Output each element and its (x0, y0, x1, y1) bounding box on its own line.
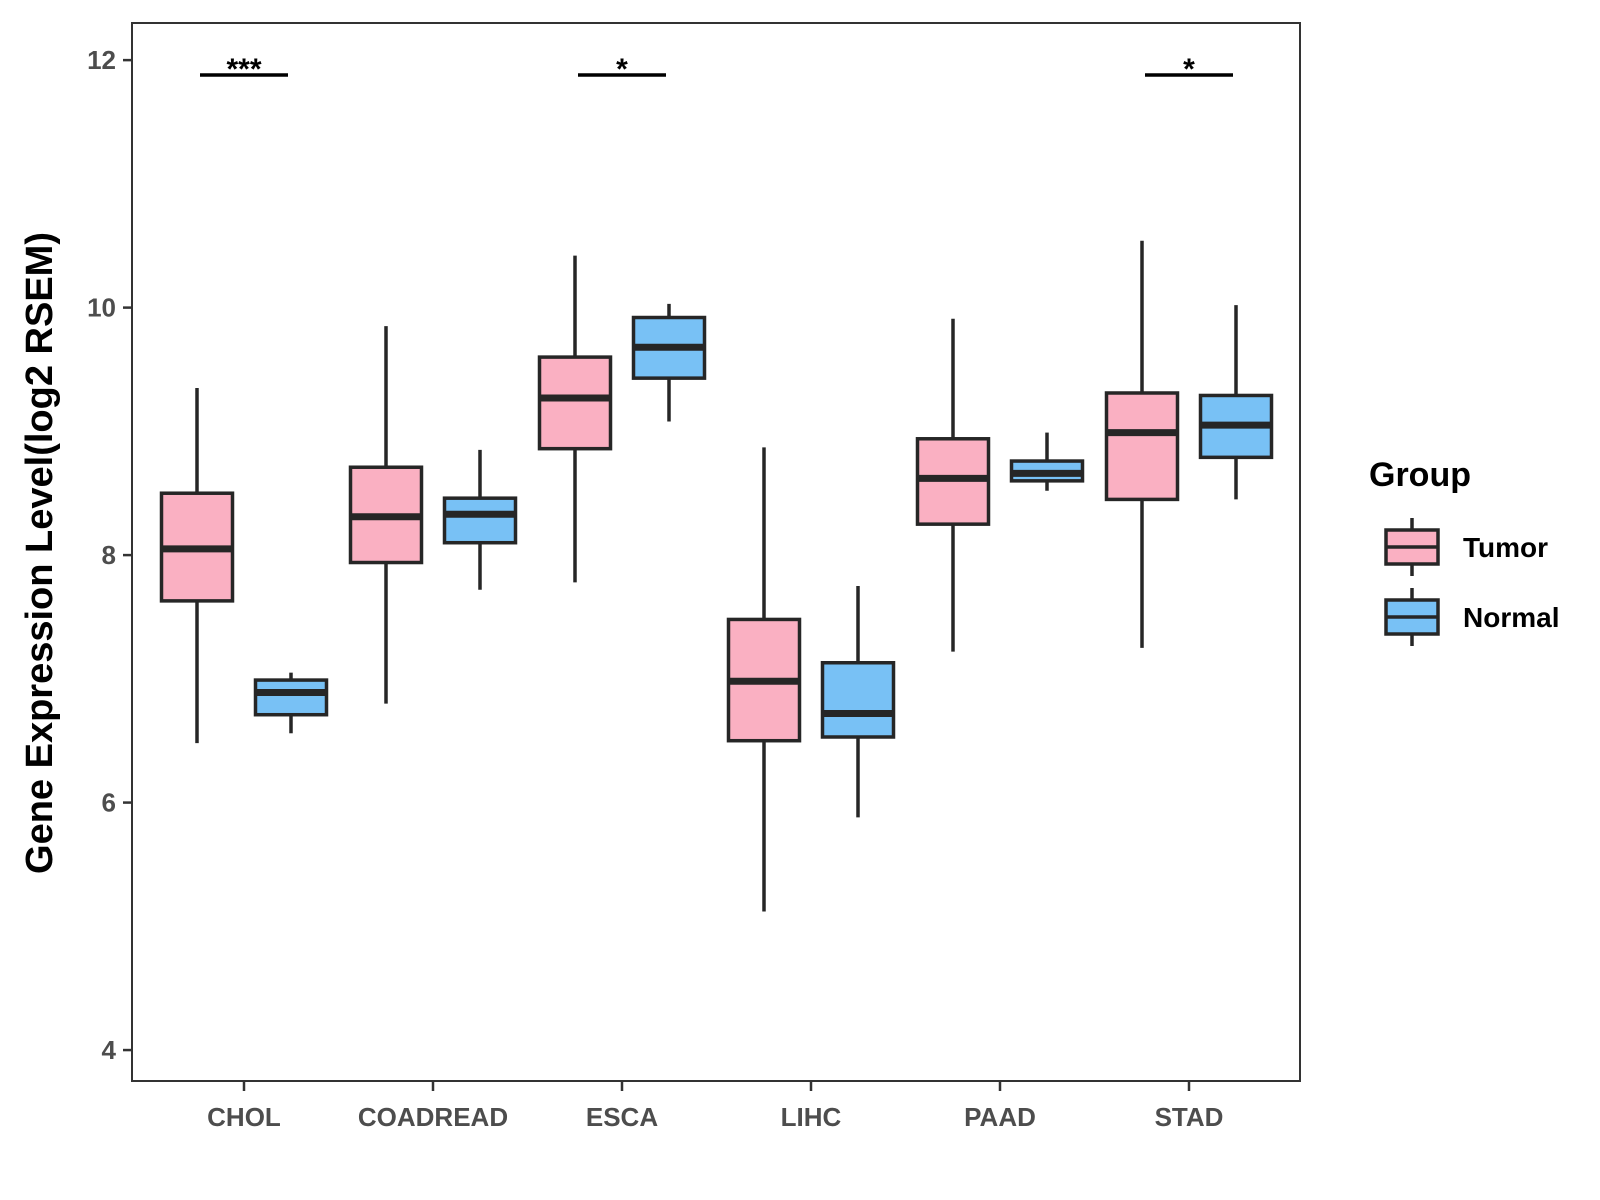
legend-key-normal (1384, 588, 1440, 646)
box-tumor-paad (915, 318, 991, 652)
x-tick-label: STAD (1155, 1102, 1224, 1132)
significance-label: * (1183, 53, 1195, 86)
y-tick-label: 4 (102, 1035, 117, 1065)
box-body (537, 355, 613, 451)
box-body (253, 678, 329, 717)
box-body (442, 496, 518, 545)
box-normal-paad (1009, 432, 1085, 491)
y-tick-label: 10 (87, 293, 116, 323)
box-tumor-esca (537, 255, 613, 583)
box-tumor-lihc (726, 447, 802, 912)
legend-label-normal: Normal (1463, 602, 1559, 633)
box-normal-stad (1198, 305, 1274, 500)
significance-label: * (616, 53, 628, 86)
panel-border (131, 22, 1301, 1082)
x-tick-label: ESCA (586, 1102, 658, 1132)
box-normal-lihc (820, 586, 896, 818)
significance-label: *** (226, 53, 261, 86)
x-tick-label: LIHC (781, 1102, 842, 1132)
y-tick-label: 6 (102, 788, 116, 818)
y-tick-label: 12 (87, 45, 116, 75)
box-body (820, 660, 896, 739)
legend-label-tumor: Tumor (1463, 532, 1548, 563)
box-tumor-stad (1104, 240, 1180, 648)
legend: Group Tumor Normal (1369, 456, 1559, 646)
x-tick-label: COADREAD (358, 1102, 508, 1132)
box-normal-chol (253, 672, 329, 734)
legend-title: Group (1369, 456, 1471, 494)
y-tick-label: 8 (102, 540, 116, 570)
x-tick-label: PAAD (964, 1102, 1036, 1132)
x-tick-label: CHOL (207, 1102, 281, 1132)
box-normal-esca (631, 303, 707, 422)
box-normal-coadread (442, 449, 518, 590)
legend-key-tumor (1384, 518, 1440, 576)
box-tumor-coadread (348, 326, 424, 704)
y-axis-title: Gene Expression Level(log2 RSEM) (19, 232, 61, 874)
box-body (1104, 391, 1180, 502)
box-tumor-chol (159, 388, 235, 744)
